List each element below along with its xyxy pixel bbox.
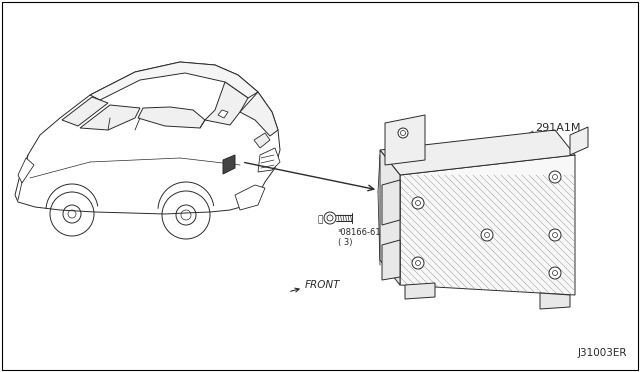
- Polygon shape: [138, 107, 205, 128]
- Polygon shape: [218, 110, 228, 118]
- Text: 291A1M: 291A1M: [535, 123, 580, 133]
- Polygon shape: [15, 62, 280, 214]
- Circle shape: [398, 128, 408, 138]
- Polygon shape: [385, 115, 425, 165]
- Polygon shape: [62, 97, 108, 126]
- Circle shape: [481, 229, 493, 241]
- Polygon shape: [258, 148, 280, 172]
- Polygon shape: [382, 240, 400, 280]
- Polygon shape: [405, 283, 435, 299]
- Polygon shape: [240, 92, 278, 136]
- Text: Ⓑ: Ⓑ: [317, 215, 323, 224]
- Text: ³08166-6161A
( 3): ³08166-6161A ( 3): [338, 228, 398, 247]
- Text: J31003ER: J31003ER: [577, 348, 627, 358]
- Polygon shape: [205, 82, 248, 125]
- Polygon shape: [570, 127, 588, 155]
- Polygon shape: [400, 155, 575, 295]
- Polygon shape: [90, 62, 258, 100]
- Circle shape: [324, 212, 336, 224]
- Polygon shape: [382, 180, 400, 225]
- Circle shape: [549, 267, 561, 279]
- Circle shape: [412, 197, 424, 209]
- Polygon shape: [254, 133, 270, 148]
- Polygon shape: [380, 150, 400, 285]
- Polygon shape: [223, 155, 235, 174]
- Circle shape: [549, 171, 561, 183]
- Text: FRONT: FRONT: [305, 280, 340, 290]
- Polygon shape: [18, 158, 34, 183]
- Circle shape: [412, 257, 424, 269]
- Polygon shape: [540, 293, 570, 309]
- Polygon shape: [235, 185, 265, 210]
- Polygon shape: [380, 130, 575, 175]
- Polygon shape: [80, 105, 140, 130]
- Circle shape: [549, 229, 561, 241]
